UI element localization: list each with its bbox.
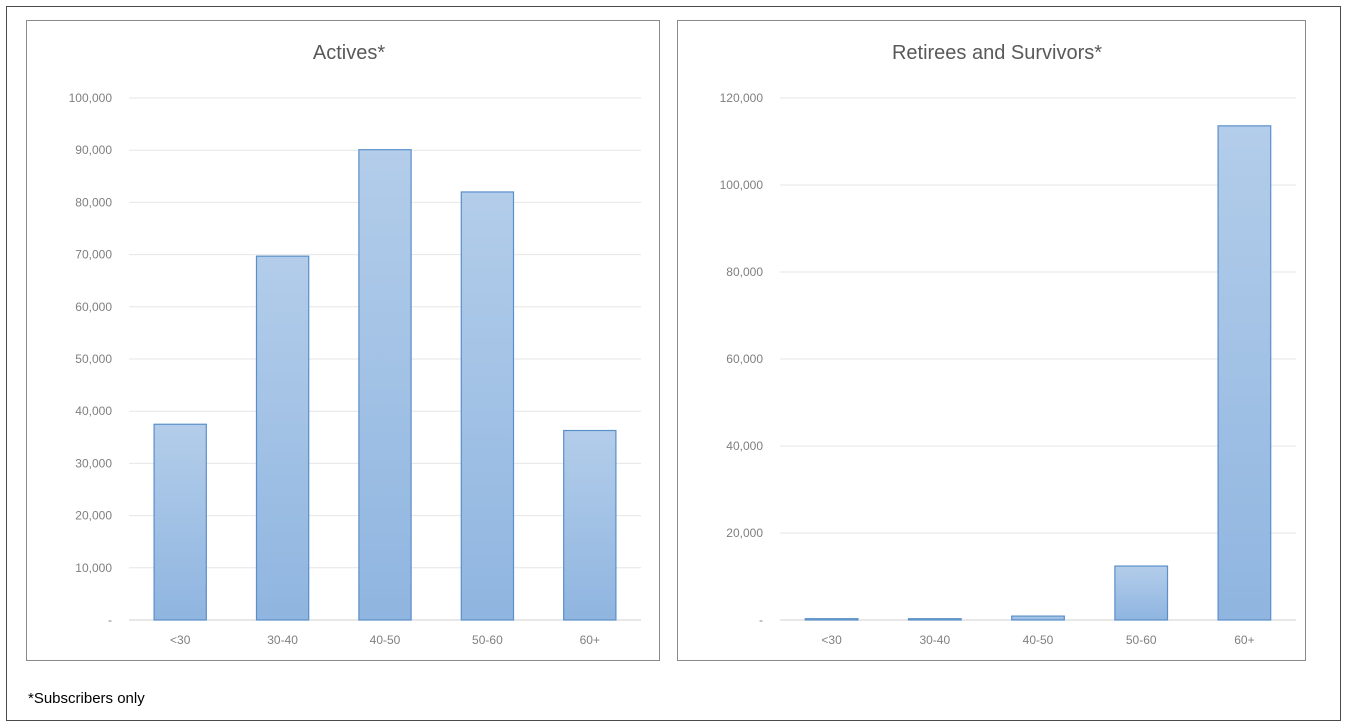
- x-tick-label: <30: [170, 633, 191, 647]
- y-tick-label: 30,000: [75, 456, 112, 470]
- bar-60+: [1217, 125, 1272, 621]
- y-tick-label: 70,000: [75, 248, 112, 262]
- x-tick-label: 30-40: [919, 633, 950, 647]
- x-tick-label: 30-40: [267, 633, 298, 647]
- y-tick-label: 40,000: [726, 439, 763, 453]
- chart-title: Actives*: [313, 42, 385, 64]
- bar-40-50: [358, 149, 412, 621]
- y-tick-label: 80,000: [75, 195, 112, 209]
- actives-chart-panel: Actives* - 10,000 20,000 30,000 40,000 50,000 6…: [26, 20, 660, 661]
- bar-60+: [563, 429, 617, 621]
- y-tick-label: 10,000: [75, 561, 112, 575]
- x-tick-label: 50-60: [1126, 633, 1157, 647]
- y-tick-label: 120,000: [720, 91, 764, 105]
- retirees-chart: Retirees and Survivors* - 20,000 40,000 60,0…: [720, 42, 1296, 647]
- bar-30-40: [907, 618, 962, 621]
- y-tick-label: 100,000: [69, 91, 113, 105]
- footnote: *Subscribers only: [28, 690, 145, 707]
- bar-30-40: [255, 255, 310, 621]
- bar-<30: [153, 423, 207, 621]
- y-tick-label: -: [759, 613, 763, 627]
- y-tick-label: 60,000: [726, 352, 763, 366]
- bar-<30: [804, 618, 859, 621]
- bar-50-60: [460, 191, 515, 621]
- x-tick-label: 60+: [580, 633, 600, 647]
- y-tick-label: -: [108, 613, 112, 627]
- chart-title: Retirees and Survivors*: [892, 42, 1102, 64]
- retirees-chart-panel: Retirees and Survivors* - 20,000 40,000 60,0…: [677, 20, 1306, 661]
- page-frame: [6, 6, 1341, 721]
- x-tick-label: 50-60: [472, 633, 503, 647]
- bar-40-50: [1011, 615, 1065, 621]
- y-tick-label: 80,000: [726, 265, 763, 279]
- x-tick-label: 60+: [1234, 633, 1254, 647]
- bar-50-60: [1114, 565, 1169, 621]
- x-tick-label: 40-50: [1023, 633, 1054, 647]
- y-tick-label: 60,000: [75, 300, 112, 314]
- y-tick-label: 20,000: [726, 526, 763, 540]
- y-tick-label: 90,000: [75, 143, 112, 157]
- y-tick-label: 40,000: [75, 404, 112, 418]
- x-tick-label: 40-50: [370, 633, 401, 647]
- actives-chart: Actives* - 10,000 20,000 30,000 40,000 50,000 6…: [69, 42, 641, 647]
- y-tick-label: 20,000: [75, 509, 112, 523]
- y-tick-label: 50,000: [75, 352, 112, 366]
- x-tick-label: <30: [821, 633, 842, 647]
- y-tick-label: 100,000: [720, 178, 764, 192]
